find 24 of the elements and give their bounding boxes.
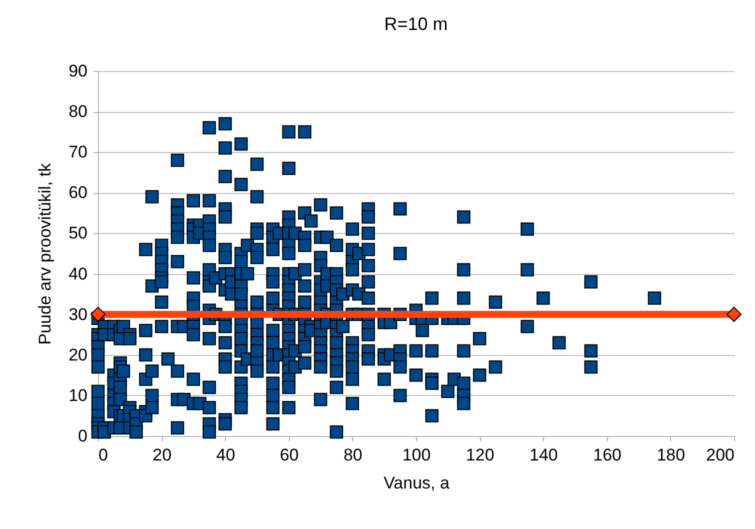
y-tick-label: 20 bbox=[68, 345, 88, 364]
x-tick-label: 120 bbox=[466, 446, 494, 464]
y-tick-label: 40 bbox=[68, 264, 88, 284]
y-tick-label: 80 bbox=[68, 102, 88, 122]
x-tick-label: 140 bbox=[530, 446, 558, 464]
x-tick-label: 180 bbox=[656, 446, 686, 464]
x-tick-label: 0 bbox=[98, 446, 108, 464]
x-tick-label: 20 bbox=[152, 446, 172, 464]
x-tick-label: 80 bbox=[343, 446, 362, 464]
x-tick-label: 160 bbox=[593, 446, 622, 464]
y-tick-label: 50 bbox=[68, 224, 88, 243]
y-tick-label: 90 bbox=[68, 62, 88, 80]
x-tick-label: 60 bbox=[280, 446, 299, 464]
y-axis-title: Puude arv proovitükil, tk bbox=[36, 162, 55, 345]
x-tick-label: 100 bbox=[402, 446, 431, 464]
y-tick-label: 30 bbox=[68, 304, 88, 324]
y-tick-label: 10 bbox=[68, 386, 88, 405]
chart-title: R=10 m bbox=[384, 14, 448, 34]
y-tick-label: 0 bbox=[78, 426, 88, 446]
x-axis-title: Vanus, a bbox=[384, 474, 450, 492]
x-tick-label: 200 bbox=[706, 446, 734, 464]
y-tick-label: 60 bbox=[68, 183, 88, 202]
y-tick-label: 70 bbox=[68, 142, 88, 162]
x-tick-label: 40 bbox=[216, 446, 236, 464]
